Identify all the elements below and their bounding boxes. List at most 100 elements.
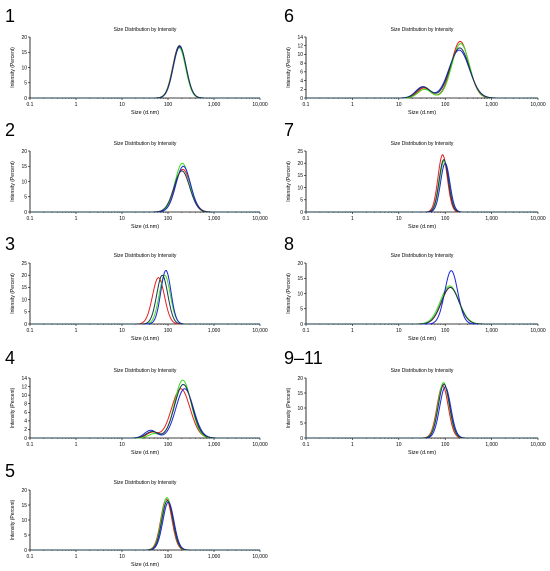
y-tick-label: 5	[300, 421, 303, 427]
panel-number-label: 5	[5, 461, 15, 481]
y-tick-label: 4	[300, 78, 303, 84]
x-tick-label: 10	[396, 102, 402, 108]
x-tick-label: 1	[75, 442, 78, 448]
y-tick-label: 20	[297, 376, 303, 382]
x-tick-label: 0.1	[27, 328, 34, 334]
x-tick-label: 1	[351, 216, 354, 222]
x-tick-label: 100	[441, 328, 450, 334]
series-line-green	[306, 382, 538, 439]
y-tick-label: 10	[21, 518, 27, 524]
x-tick-label: 1,000	[208, 554, 221, 560]
series-line-red	[30, 168, 260, 213]
y-tick-label: 8	[24, 402, 27, 408]
x-tick-label: 0.1	[27, 554, 34, 560]
series-line-red	[306, 286, 538, 325]
x-tick-label: 0.1	[27, 102, 34, 108]
x-tick-label: 1	[351, 102, 354, 108]
y-tick-label: 10	[297, 291, 303, 297]
y-axis-label: Intensity (Percent)	[286, 161, 292, 202]
y-tick-label: 15	[297, 173, 303, 179]
x-tick-label: 10,000	[530, 216, 546, 222]
series-line-red	[306, 154, 538, 213]
series-line-green	[30, 274, 260, 325]
chart-title: Size Distribution by Intensity	[391, 27, 454, 33]
series-line-red	[30, 498, 260, 551]
chart-title: Size Distribution by Intensity	[391, 141, 454, 147]
chart-panel-5: 5 Size Distribution by Intensity 0.1 1 10 10 0…	[5, 461, 268, 568]
x-tick-label: 10	[119, 554, 125, 560]
y-tick-label: 20	[21, 35, 27, 41]
y-tick-label: 0	[24, 548, 27, 554]
y-tick-label: 10	[297, 185, 303, 191]
series-line-green	[30, 379, 260, 439]
y-tick-label: 15	[21, 164, 27, 170]
x-tick-label: 10	[396, 216, 402, 222]
series-line-red	[30, 277, 260, 325]
x-axis-label: Size (d.nm)	[131, 110, 159, 116]
x-tick-label: 1,000	[485, 442, 498, 448]
series-line-green	[30, 47, 260, 99]
x-tick-label: 100	[164, 328, 173, 334]
y-tick-label: 0	[24, 322, 27, 328]
y-tick-label: 10	[297, 52, 303, 58]
x-tick-label: 100	[164, 102, 173, 108]
y-tick-label: 15	[297, 391, 303, 397]
x-tick-label: 0.1	[303, 216, 310, 222]
y-axis-label: Intensity (Percent)	[10, 387, 16, 428]
chart-title: Size Distribution by Intensity	[114, 480, 177, 486]
y-tick-label: 15	[21, 50, 27, 56]
y-tick-label: 20	[21, 488, 27, 494]
x-tick-label: 1	[75, 102, 78, 108]
series-line-blue	[30, 165, 260, 213]
y-axis-label: Intensity (Percent)	[10, 47, 16, 88]
y-tick-label: 14	[297, 35, 303, 41]
y-axis-label: Intensity (Percent)	[10, 273, 16, 314]
y-tick-label: 15	[297, 276, 303, 282]
x-axis-label: Size (d.nm)	[131, 336, 159, 342]
series-line-green	[30, 162, 260, 213]
chart-title: Size Distribution by Intensity	[391, 253, 454, 259]
series-line-blue	[306, 49, 538, 99]
series-line-dark	[306, 286, 538, 325]
y-tick-label: 0	[24, 436, 27, 442]
x-axis-label: Size (d.nm)	[131, 450, 159, 456]
series-line-blue	[30, 501, 260, 551]
y-tick-label: 12	[21, 384, 27, 390]
series-line-dark	[30, 274, 260, 325]
x-tick-label: 100	[441, 442, 450, 448]
x-tick-label: 10,000	[530, 102, 546, 108]
x-tick-label: 100	[441, 216, 450, 222]
x-tick-label: 10,000	[252, 102, 268, 108]
x-tick-label: 0.1	[27, 216, 34, 222]
y-tick-label: 10	[21, 393, 27, 399]
y-tick-label: 0	[300, 436, 303, 442]
x-tick-label: 10	[396, 328, 402, 334]
series-line-dark	[30, 45, 260, 99]
y-tick-label: 10	[21, 65, 27, 71]
series-line-green	[306, 285, 538, 325]
series-line-blue	[30, 46, 260, 99]
panel-number-label: 9–11	[284, 348, 323, 368]
y-tick-label: 5	[24, 81, 27, 87]
series-line-blue	[306, 386, 538, 439]
x-tick-label: 1	[75, 554, 78, 560]
series-line-blue	[306, 162, 538, 213]
series-line-dark	[30, 383, 260, 439]
x-tick-label: 1,000	[485, 102, 498, 108]
x-tick-label: 1	[351, 442, 354, 448]
panel-number-label: 2	[5, 120, 15, 140]
x-tick-label: 100	[164, 442, 173, 448]
y-axis-label: Intensity (Percent)	[286, 47, 292, 88]
y-tick-label: 2	[24, 427, 27, 433]
x-tick-label: 0.1	[303, 328, 310, 334]
x-tick-label: 1,000	[485, 216, 498, 222]
y-tick-label: 5	[24, 195, 27, 201]
y-tick-label: 0	[24, 96, 27, 102]
series-line-dark	[306, 383, 538, 439]
series-line-red	[306, 385, 538, 439]
